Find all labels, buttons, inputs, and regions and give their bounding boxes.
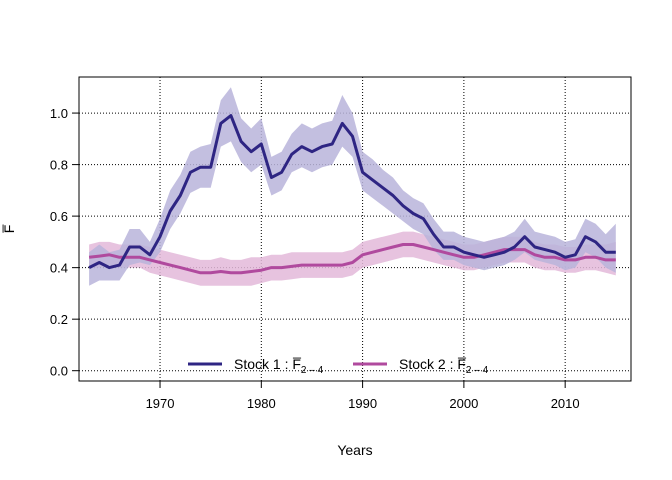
y-tick-label: 1.0 — [50, 106, 68, 121]
legend-label-stock-1: Stock 1 : F̅2 – 4 — [234, 356, 324, 376]
plot-frame — [78, 76, 632, 382]
y-tick-label: 0.4 — [50, 261, 68, 276]
x-tick-label: 1980 — [247, 396, 276, 411]
y-tick-label: 0.0 — [50, 364, 68, 379]
x-tick-label: 2000 — [449, 396, 478, 411]
x-tick-label: 1970 — [146, 396, 175, 411]
axes: 1970 1980 1990 2000 2010 0.0 0.2 0.4 0.6 0.8 1.0 — [50, 106, 580, 411]
y-axis-title: F̅ — [1, 224, 17, 234]
x-axis-title: Years — [337, 442, 372, 458]
band-stock-1 — [89, 87, 616, 286]
line-stock-2 — [88, 243, 616, 275]
y-tick-label: 0.6 — [50, 209, 68, 224]
legend-label-stock-2: Stock 2 : F̅2 – 4 — [399, 356, 489, 376]
y-tick-label: 0.8 — [50, 158, 68, 173]
legend: Stock 1 : F̅2 – 4 Stock 2 : F̅2 – 4 — [188, 356, 489, 376]
x-tick-label: 2010 — [551, 396, 580, 411]
y-tick-label: 0.2 — [50, 312, 68, 327]
series-lines — [88, 114, 616, 275]
x-tick-label: 1990 — [348, 396, 377, 411]
line-stock-1 — [88, 114, 616, 270]
